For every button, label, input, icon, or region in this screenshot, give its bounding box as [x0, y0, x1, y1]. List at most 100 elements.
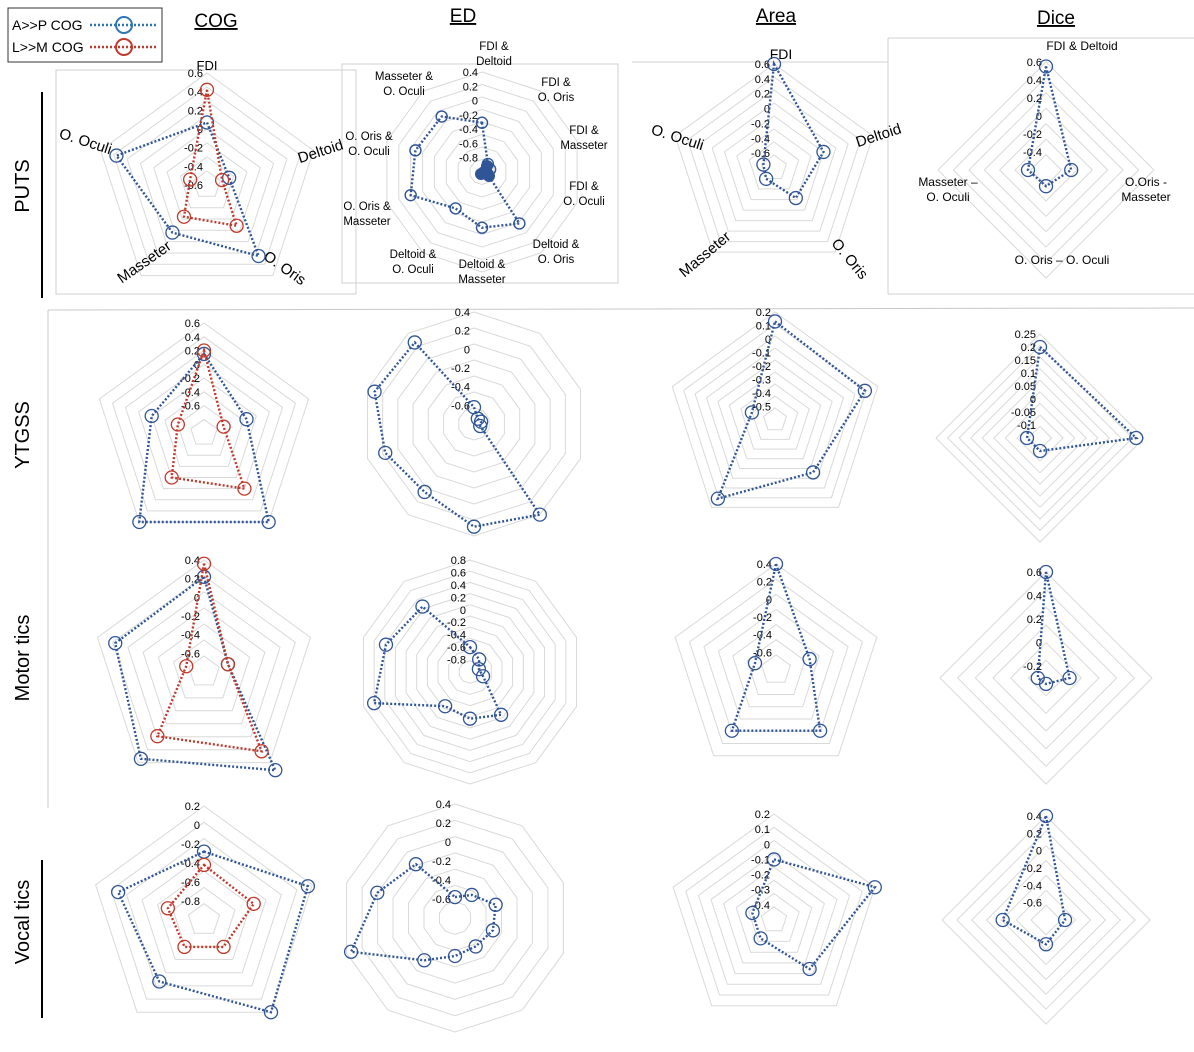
svg-text:PUTS: PUTS	[12, 159, 34, 212]
data-point	[214, 172, 230, 188]
axis-label: Deltoid	[854, 120, 904, 151]
grid-ring	[445, 133, 519, 211]
grid-ring	[98, 322, 310, 523]
grid-ring	[156, 870, 252, 960]
data-point	[437, 699, 453, 714]
data-point	[196, 556, 212, 571]
data-point	[111, 884, 126, 900]
row-label-vocal-tics: Vocal tics	[12, 880, 34, 964]
axis-label: FDI	[197, 58, 218, 73]
grid-ring	[111, 336, 297, 512]
tick-label: 0.15	[1015, 355, 1036, 367]
data-point	[1019, 430, 1035, 446]
data-point	[1038, 808, 1054, 824]
data-point	[812, 723, 828, 738]
data-point	[532, 507, 547, 522]
data-point	[475, 168, 487, 180]
tick-label: 0.2	[1027, 828, 1042, 840]
axis-label: FDI & O. Oculi	[563, 181, 605, 208]
tick-label: 0.4	[185, 555, 200, 567]
axis-label: O. Oculi	[649, 121, 706, 154]
axis-label: FDI & Masseter	[560, 125, 607, 152]
grid-ring	[448, 649, 492, 695]
grid-ring	[127, 591, 281, 738]
tick-label: 0.2	[185, 346, 200, 358]
grid-ring	[188, 655, 220, 686]
data-point	[1032, 443, 1048, 459]
grid-ring	[373, 570, 567, 774]
data-point	[447, 948, 463, 964]
grid-ring	[426, 626, 514, 718]
data-point	[768, 556, 784, 572]
tick-label: -0.6	[447, 642, 466, 654]
panel-frame-cog-puts	[55, 69, 357, 295]
data-point	[1030, 670, 1045, 686]
tick-label: 0	[460, 605, 466, 617]
legend: A>>P COG L>>M COG	[7, 7, 163, 63]
axis-label: Masseter & O. Oculi	[375, 71, 433, 98]
grid-ring	[153, 128, 261, 231]
grid-ring	[671, 311, 879, 508]
data-point	[1038, 937, 1054, 952]
data-point	[370, 885, 385, 900]
axis-label: FDI & O. Oris	[538, 77, 575, 104]
tick-label: -0.2	[751, 870, 770, 882]
column-header-cog: COG	[194, 11, 237, 32]
tick-label: -0.2	[181, 611, 200, 623]
series-line-ap	[114, 120, 261, 258]
data-point	[1038, 179, 1054, 194]
series-line-ap	[1001, 811, 1067, 946]
data-point	[417, 953, 432, 968]
axis-label: FDI & Deltoid	[1046, 39, 1117, 53]
grid-ring	[363, 559, 577, 785]
tick-label: 0.4	[463, 67, 478, 79]
data-point	[485, 923, 501, 938]
grid-ring	[968, 92, 1124, 248]
tick-label: -0.6	[1023, 898, 1042, 910]
grid-ring	[711, 102, 837, 222]
data-point	[160, 901, 176, 916]
data-point	[268, 763, 283, 778]
radar-chart-dice-ytgss: 0.250.20.150.10.050-0.05-0.1	[935, 329, 1145, 543]
data-point	[466, 519, 482, 534]
tick-label: 0	[194, 359, 200, 371]
grid-ring	[367, 311, 581, 537]
grid-ring	[956, 830, 1136, 1010]
axis-label: FDI	[770, 46, 793, 62]
series-line-ap	[349, 862, 497, 962]
grid-ring	[113, 86, 301, 265]
data-point	[471, 652, 487, 667]
grid-ring	[674, 563, 878, 757]
tick-label: -0.5	[752, 402, 771, 414]
tick-label: 0.2	[436, 818, 451, 830]
tick-label: -0.2	[432, 856, 451, 868]
tick-label: 0.2	[755, 89, 770, 101]
grid-ring	[1004, 402, 1076, 474]
data-point	[216, 939, 231, 955]
grid-ring	[386, 71, 578, 273]
tick-label: -0.6	[181, 648, 200, 660]
grid-ring	[405, 604, 535, 740]
data-point	[468, 939, 483, 954]
data-point	[150, 729, 165, 744]
grid-ring	[992, 624, 1100, 732]
grid-ring	[1030, 904, 1062, 936]
data-point	[179, 659, 194, 674]
tick-label: 0	[464, 344, 470, 356]
grid-ring	[157, 623, 251, 712]
grid-ring	[710, 853, 838, 975]
tick-label: -0.4	[432, 875, 451, 887]
data-point	[254, 744, 269, 759]
data-point	[263, 1005, 279, 1020]
tick-label: 0	[472, 96, 478, 108]
grid-ring	[443, 391, 505, 457]
grid-ring	[705, 347, 845, 479]
data-point	[724, 723, 740, 738]
tick-label: 0.1	[755, 824, 770, 836]
radar-chart-ed-motor: 0.80.60.40.20-0.2-0.4-0.6-0.8	[363, 555, 577, 785]
data-point	[251, 248, 266, 264]
tick-label: 0.2	[756, 307, 771, 319]
data-point	[378, 637, 394, 652]
tick-label: 0.2	[185, 801, 200, 813]
grid-ring	[1016, 414, 1064, 462]
